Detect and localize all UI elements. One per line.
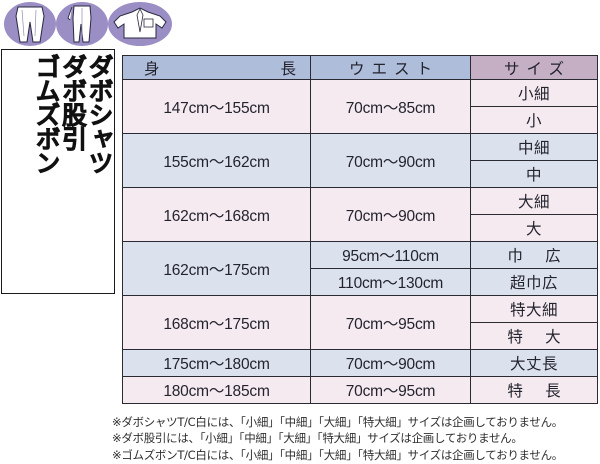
table-row: 180cm〜185cm 70cm〜95cm 特 長	[122, 376, 598, 404]
cell-size: 特 長	[470, 376, 598, 404]
cell-size: 大細	[470, 187, 598, 215]
vertical-label-gomu-zubon: ゴムズボン	[32, 54, 62, 175]
table-row: 175cm〜180cm 70cm〜90cm 大丈長	[122, 349, 598, 377]
cell-size: 特大細	[470, 295, 598, 323]
table-row: 162cm〜168cm 70cm〜90cm 大細	[122, 187, 598, 242]
cell-waist: 70cm〜95cm	[310, 376, 471, 404]
cell-height: 168cm〜175cm	[122, 295, 311, 350]
cell-size: 巾 広	[470, 241, 598, 269]
table-row: 特 大	[123, 322, 598, 350]
cell-waist: 110cm〜130cm	[310, 268, 471, 296]
cell-waist: 70cm〜90cm	[310, 133, 471, 188]
footnote-list: ※ダボシャツT/C白には、「小細」「中細」「大細」「特大細」サイズは企画しており…	[112, 414, 598, 463]
footnote-dabo-momohiki: ※ダボ股引には、「小細」「中細」「大細」「特大細」サイズは企画しておりません。	[112, 431, 523, 446]
cell-size: 小	[470, 106, 598, 134]
cell-waist: 70cm〜90cm	[310, 187, 471, 242]
footnote-dabo-shirt: ※ダボシャツT/C白には、「小細」「中細」「大細」「特大細」サイズは企画しており…	[112, 415, 563, 429]
cell-waist: 70cm〜90cm	[310, 349, 471, 377]
cell-height: 162cm〜175cm	[122, 241, 311, 296]
shirt-illustration	[108, 2, 172, 46]
cell-waist: 95cm〜110cm	[310, 241, 471, 269]
size-chart-table: 身 長 ウエスト サイズ 147cm〜155cm 70cm〜85cm 小細小 155c…	[122, 55, 598, 404]
table-header-row: 身 長 ウエスト サイズ	[122, 55, 598, 80]
cell-height: 162cm〜168cm	[122, 187, 311, 242]
column-header-height: 身 長	[122, 55, 311, 80]
cell-size: 小細	[470, 79, 598, 107]
table-row: 168cm〜175cm 70cm〜95cm 特大細	[122, 295, 598, 350]
cell-size: 大丈長	[470, 349, 598, 377]
vertical-label-dabo-momohiki: ダボ股引	[58, 54, 88, 151]
table-row: 小	[123, 106, 598, 134]
table-row: 162cm〜175cm 95cm〜110cm 巾 広	[122, 241, 598, 296]
table-row: 110cm〜130cm 超巾広	[123, 268, 598, 296]
column-header-height-left: 身	[144, 60, 160, 78]
table-row: 147cm〜155cm 70cm〜85cm 小細	[122, 79, 598, 134]
illustration-strip	[0, 0, 176, 48]
cell-height: 155cm〜162cm	[122, 133, 311, 188]
cell-waist: 70cm〜85cm	[310, 79, 471, 134]
cell-height: 180cm〜185cm	[122, 376, 311, 404]
cell-size: 超巾広	[470, 268, 598, 296]
pants-wide-illustration	[4, 2, 56, 46]
cell-size: 中細	[470, 133, 598, 161]
cell-height: 147cm〜155cm	[122, 79, 311, 134]
cell-size: 大	[470, 214, 598, 242]
table-row: 155cm〜162cm 70cm〜90cm 中細	[122, 133, 598, 188]
cell-height: 175cm〜180cm	[122, 349, 311, 377]
pants-narrow-illustration	[56, 2, 108, 46]
cell-size: 中	[470, 160, 598, 188]
cell-size: 特 大	[470, 322, 598, 350]
cell-waist: 70cm〜95cm	[310, 295, 471, 350]
product-name-panel: ダボシャツ ダボ股引 ゴムズボン	[1, 49, 115, 294]
column-header-height-right: 長	[280, 60, 296, 78]
vertical-label-dabo-shirt: ダボシャツ	[85, 54, 115, 175]
column-header-size: サイズ	[470, 55, 598, 80]
footnote-gomu-zubon: ※ゴムズボンT/C白には、「小細」「中細」「大細」「特大細」サイズは企画しており…	[112, 447, 563, 462]
column-header-waist: ウエスト	[310, 55, 471, 80]
